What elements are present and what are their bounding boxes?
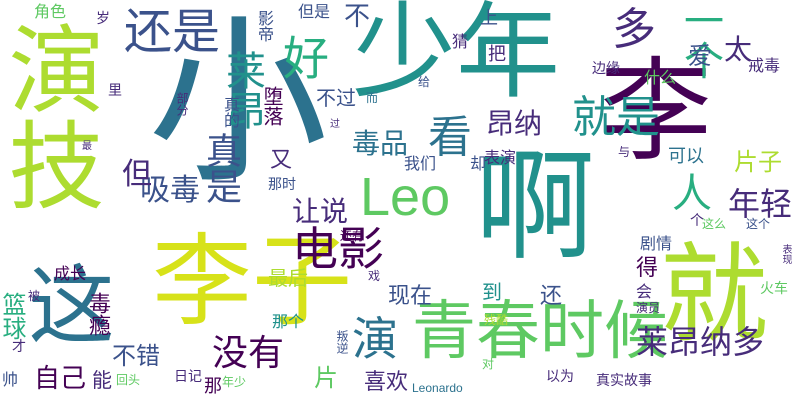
word-biaoyan: 表演 bbox=[484, 148, 517, 167]
word-women: 我们 bbox=[404, 154, 437, 173]
word-biaoxian: 表现 bbox=[780, 244, 791, 264]
word-keyi: 可以 bbox=[668, 146, 704, 167]
word-leo: Leo bbox=[360, 167, 451, 227]
word-dao: 到 bbox=[482, 280, 502, 304]
word-yu: 与 bbox=[618, 145, 631, 159]
word-yiwei: 以为 bbox=[546, 369, 574, 385]
word-bei: 被 bbox=[28, 289, 41, 303]
word-dan: 但 bbox=[122, 157, 152, 192]
word-bucuo: 不错 bbox=[112, 342, 160, 370]
word-huoche: 火车 bbox=[760, 281, 788, 297]
word-li-inside: 里 bbox=[108, 83, 122, 99]
word-shuai: 帅 bbox=[2, 370, 19, 389]
word-ai: 爱 bbox=[688, 42, 712, 70]
word-na: 那 bbox=[204, 376, 222, 397]
word-lanqiu: 篮球 bbox=[0, 292, 26, 340]
word-lizi: 李子 bbox=[152, 223, 352, 340]
word-bu: 不 bbox=[344, 2, 371, 32]
word-ba: 把 bbox=[488, 44, 506, 65]
word-gei: 给 bbox=[418, 75, 431, 89]
word-xidu: 吸毒 bbox=[140, 173, 200, 208]
word-de: 得 bbox=[636, 256, 659, 281]
word-huitou: 回头 bbox=[116, 373, 141, 387]
word-zhenshi-gushi: 真实故事 bbox=[596, 373, 652, 389]
word-canku: 残酷 bbox=[484, 313, 509, 327]
word-xi: 戏 bbox=[368, 269, 381, 283]
word-duoluo: 堕落 bbox=[260, 86, 284, 126]
word-zhende: 真的 bbox=[221, 96, 240, 128]
word-yan: 演 bbox=[352, 312, 398, 366]
word-neng: 能 bbox=[92, 368, 112, 392]
word-juqing: 剧情 bbox=[640, 234, 673, 253]
word-angna: 昂纳 bbox=[486, 107, 543, 140]
word-ge: 个 bbox=[690, 213, 704, 229]
word-yanyuan: 演员 bbox=[636, 301, 661, 315]
word-tai: 太 bbox=[724, 33, 753, 66]
word-dupin: 毒品 bbox=[352, 127, 409, 160]
word-que: 却 bbox=[470, 154, 487, 173]
word-nianqing: 年轻 bbox=[728, 185, 793, 223]
word-yige: 一个 bbox=[677, 0, 723, 80]
word-ren: 人 bbox=[672, 171, 712, 217]
word-shaonian: 少年 bbox=[352, 0, 561, 113]
word-nianshao: 年少 bbox=[222, 375, 247, 389]
word-laiang: 莱昂 bbox=[219, 50, 265, 130]
word-sui: 岁 bbox=[96, 11, 110, 27]
word-dui: 对 bbox=[482, 357, 495, 371]
word-rangshuo: 让说 bbox=[292, 195, 349, 228]
word-zuihou: 最后 bbox=[268, 266, 308, 290]
word-meiyou: 没有 bbox=[212, 333, 285, 374]
word-cai2: 才 bbox=[12, 339, 26, 355]
word-riji: 日记 bbox=[174, 369, 202, 385]
word-guo: 过 bbox=[330, 119, 340, 130]
word-juese: 角色 bbox=[34, 2, 67, 21]
word-cai: 猜 bbox=[452, 32, 469, 51]
word-yingdi: 影帝 bbox=[255, 10, 274, 42]
word-nage: 那个 bbox=[272, 312, 305, 331]
word-ziji: 自己 bbox=[34, 364, 87, 394]
word-zheme: 这么 bbox=[702, 217, 727, 231]
word-zui: 最 bbox=[82, 141, 92, 152]
word-zhenshi: 真是 bbox=[200, 132, 241, 204]
word-xiao: 小 bbox=[148, 0, 329, 208]
word-nashi: 那时 bbox=[268, 177, 296, 193]
word-er: 而 bbox=[366, 91, 379, 105]
word-kan: 看 bbox=[428, 112, 472, 163]
word-a: 啊 bbox=[475, 138, 595, 277]
word-jiu: 就 bbox=[660, 233, 769, 358]
word-chengzhang: 成长 bbox=[54, 264, 87, 283]
word-pianzi: 片子 bbox=[734, 148, 782, 176]
word-yanji: 演技 bbox=[0, 20, 104, 212]
word-hao: 好 bbox=[276, 34, 330, 80]
word-bufen: 部分 bbox=[175, 92, 189, 116]
word-jiedu: 戒毒 bbox=[748, 56, 781, 75]
word-xihuan: 喜欢 bbox=[364, 370, 409, 395]
word-hui: 会 bbox=[636, 282, 653, 301]
word-panni: 叛逆 bbox=[335, 330, 349, 354]
word-haiyou: 还有 bbox=[340, 229, 365, 243]
word-zhege: 这个 bbox=[746, 217, 771, 231]
word-shenme: 什么 bbox=[644, 68, 677, 87]
word-li: 李 bbox=[600, 47, 712, 177]
word-hai: 还 bbox=[540, 284, 563, 309]
word-pian: 片 bbox=[314, 364, 338, 392]
word-jiushi: 就是 bbox=[572, 92, 660, 143]
word-you: 又 bbox=[270, 148, 293, 173]
word-duyin: 毒瘾 bbox=[85, 292, 110, 336]
word-qingchun-shihou: 青春时候 bbox=[412, 295, 668, 369]
word-zhe: 这 bbox=[13, 260, 113, 346]
word-danshi: 但是 bbox=[298, 2, 331, 21]
word-dianying: 电影 bbox=[292, 222, 384, 276]
word-xianzai: 现在 bbox=[388, 284, 433, 309]
word-shang: 上 bbox=[480, 8, 498, 29]
word-buguo: 不过 bbox=[316, 86, 356, 110]
word-bianyuan: 边缘 bbox=[592, 61, 620, 77]
word-leonardo: Leonardo bbox=[412, 381, 463, 395]
word-laiangnaduo: 莱昂纳多 bbox=[636, 323, 765, 361]
word-duo: 多 bbox=[612, 4, 656, 55]
word-haishi: 还是 bbox=[124, 4, 221, 60]
